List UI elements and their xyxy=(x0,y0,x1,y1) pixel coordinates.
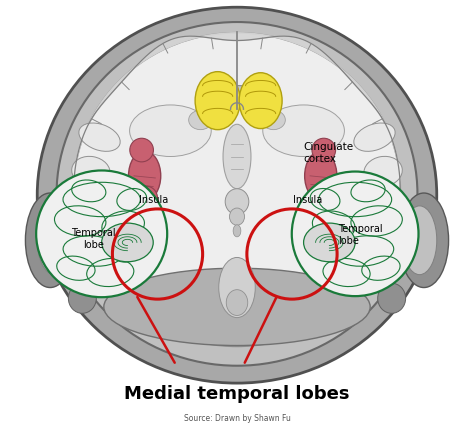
Ellipse shape xyxy=(312,139,336,163)
Ellipse shape xyxy=(101,224,153,262)
Ellipse shape xyxy=(364,157,402,187)
Ellipse shape xyxy=(104,269,370,346)
Ellipse shape xyxy=(128,152,161,201)
Ellipse shape xyxy=(72,157,110,187)
Ellipse shape xyxy=(354,124,395,152)
Ellipse shape xyxy=(351,222,389,251)
Ellipse shape xyxy=(36,171,167,298)
Ellipse shape xyxy=(223,125,251,189)
Text: Temporal
lobe: Temporal lobe xyxy=(338,224,383,245)
Polygon shape xyxy=(198,86,276,105)
Ellipse shape xyxy=(37,8,437,383)
Ellipse shape xyxy=(74,194,117,219)
Text: Temporal
lobe: Temporal lobe xyxy=(71,228,115,249)
Text: Insula: Insula xyxy=(293,195,322,205)
Ellipse shape xyxy=(357,194,400,219)
Ellipse shape xyxy=(226,290,248,316)
Ellipse shape xyxy=(239,74,282,129)
Text: Source: Drawn by Shawn Fu: Source: Drawn by Shawn Fu xyxy=(183,413,291,422)
Ellipse shape xyxy=(79,124,120,152)
Ellipse shape xyxy=(130,139,154,163)
Ellipse shape xyxy=(225,189,249,215)
Ellipse shape xyxy=(303,224,355,262)
Ellipse shape xyxy=(233,225,241,237)
Ellipse shape xyxy=(262,111,285,130)
Ellipse shape xyxy=(292,172,419,296)
Text: Medial temporal lobes: Medial temporal lobes xyxy=(124,384,350,402)
Ellipse shape xyxy=(308,187,329,211)
Ellipse shape xyxy=(136,187,157,211)
Ellipse shape xyxy=(37,206,72,275)
Ellipse shape xyxy=(195,73,240,130)
Ellipse shape xyxy=(129,106,211,157)
Ellipse shape xyxy=(56,23,418,366)
Ellipse shape xyxy=(74,34,400,347)
Ellipse shape xyxy=(305,152,337,201)
Ellipse shape xyxy=(402,206,437,275)
Ellipse shape xyxy=(189,111,212,130)
Polygon shape xyxy=(74,34,400,190)
Ellipse shape xyxy=(399,194,448,288)
Text: Insula: Insula xyxy=(138,195,168,205)
Ellipse shape xyxy=(96,254,129,280)
Ellipse shape xyxy=(345,254,378,280)
Ellipse shape xyxy=(229,209,245,226)
Text: Cingulate
cortex: Cingulate cortex xyxy=(303,142,354,164)
Ellipse shape xyxy=(26,194,75,288)
Ellipse shape xyxy=(85,222,123,251)
Ellipse shape xyxy=(219,258,255,318)
Ellipse shape xyxy=(68,283,96,313)
Ellipse shape xyxy=(263,106,345,157)
Ellipse shape xyxy=(378,283,406,313)
